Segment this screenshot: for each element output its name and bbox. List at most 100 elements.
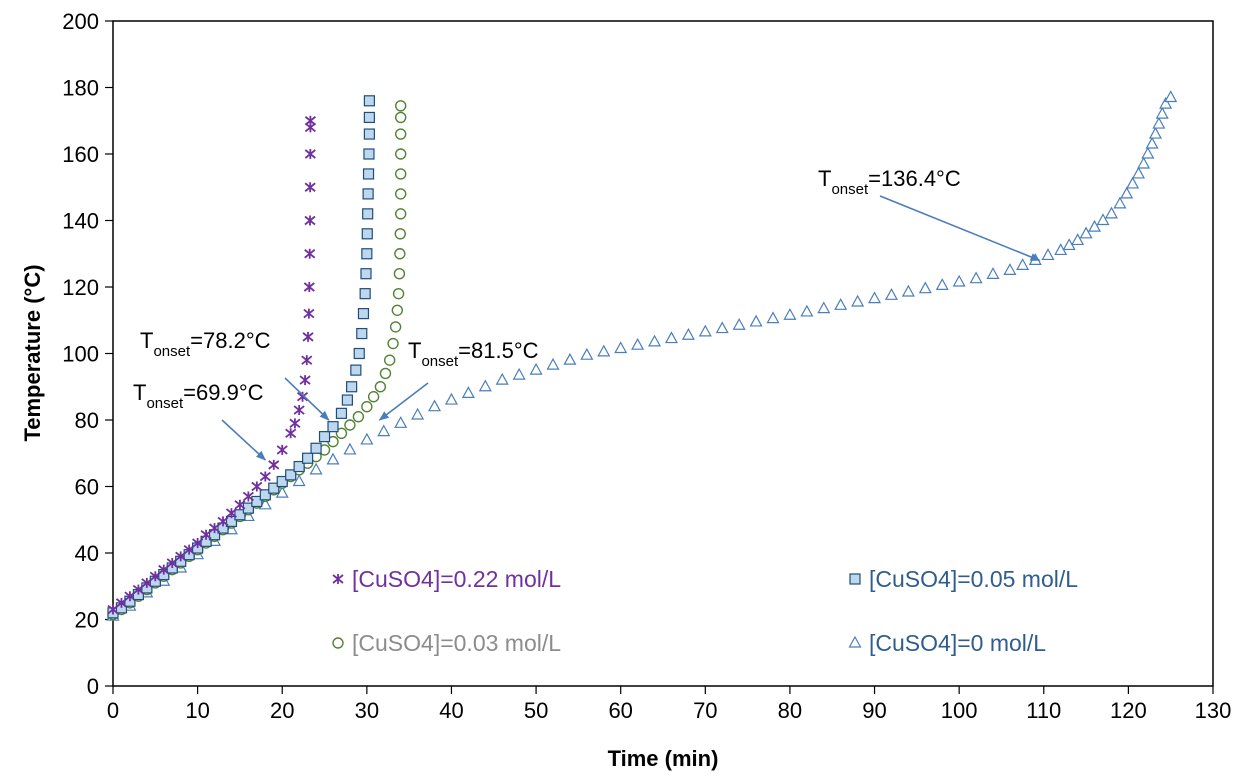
data-point-square bbox=[362, 208, 374, 220]
data-point-triangle bbox=[1113, 196, 1127, 209]
data-point-triangle bbox=[1164, 90, 1178, 103]
data-point-triangle bbox=[834, 298, 848, 310]
data-point-triangle bbox=[258, 497, 272, 510]
data-point-triangle bbox=[952, 274, 966, 287]
data-point-triangle bbox=[648, 334, 662, 347]
x-tick-label: 20 bbox=[270, 698, 294, 723]
series-triangle bbox=[106, 90, 1178, 621]
data-point-triangle bbox=[461, 386, 475, 398]
data-point-triangle bbox=[597, 344, 611, 357]
x-tick-label: 50 bbox=[524, 698, 548, 723]
data-point-circle bbox=[394, 148, 407, 160]
x-tick-label: 80 bbox=[778, 698, 802, 723]
data-point-square bbox=[310, 442, 322, 454]
legend-label: [CuSO4]=0.22 mol/L bbox=[352, 566, 561, 592]
data-point-square bbox=[335, 407, 348, 419]
series-square bbox=[107, 95, 375, 619]
data-point-circle bbox=[352, 410, 365, 423]
data-point-x bbox=[303, 282, 315, 292]
x-axis-title: Time (min) bbox=[608, 746, 719, 771]
data-point-triangle bbox=[918, 281, 932, 294]
x-tick-label: 120 bbox=[1110, 698, 1147, 723]
data-point-triangle bbox=[664, 331, 678, 344]
data-point-x bbox=[217, 516, 229, 527]
data-point-circle bbox=[379, 367, 392, 380]
data-point-square bbox=[276, 475, 288, 488]
data-point-x bbox=[303, 308, 315, 319]
data-point-triangle bbox=[326, 452, 340, 465]
data-point-x bbox=[302, 331, 314, 342]
onset-label: Tonset=136.4°C bbox=[818, 166, 961, 198]
data-point-x bbox=[192, 538, 204, 549]
onset-annotation: Tonset=81.5°C bbox=[378, 338, 539, 421]
onset-label: Tonset=69.9°C bbox=[133, 380, 264, 412]
data-point-circle bbox=[332, 637, 344, 649]
data-point-x bbox=[166, 557, 178, 568]
data-point-triangle bbox=[444, 392, 458, 405]
y-tick-label: 200 bbox=[62, 9, 99, 34]
data-point-triangle bbox=[1126, 176, 1140, 189]
data-point-triangle bbox=[715, 321, 729, 334]
data-point-circle bbox=[392, 287, 405, 300]
data-point-triangle bbox=[1120, 186, 1134, 199]
data-point-x bbox=[158, 564, 170, 575]
data-point-square bbox=[353, 347, 365, 360]
data-point-square bbox=[357, 308, 370, 320]
data-point-circle bbox=[391, 304, 404, 316]
data-point-circle bbox=[361, 401, 373, 413]
legend-label: [CuSO4]=0 mol/L bbox=[869, 630, 1046, 656]
data-point-circle bbox=[394, 111, 407, 124]
y-tick-label: 80 bbox=[75, 408, 99, 433]
data-point-circle bbox=[389, 321, 402, 333]
data-point-triangle bbox=[800, 304, 814, 317]
data-point-triangle bbox=[1041, 248, 1055, 261]
onset-annotation: Tonset=78.2°C bbox=[140, 328, 330, 421]
data-point-square bbox=[268, 482, 280, 494]
data-point-square bbox=[350, 364, 362, 376]
y-tick-label: 0 bbox=[87, 674, 99, 699]
onset-arrow bbox=[879, 195, 1041, 262]
annotation-layer: Tonset=78.2°C Tonset=69.9°C Tonset=81.5°C T… bbox=[133, 166, 1041, 461]
onset-annotation: Tonset=136.4°C bbox=[818, 166, 1041, 262]
onset-annotation: Tonset=69.9°C bbox=[133, 380, 267, 461]
data-point-square bbox=[362, 188, 374, 200]
data-point-square bbox=[327, 421, 339, 433]
data-point-square bbox=[362, 168, 375, 180]
data-point-square bbox=[285, 469, 297, 481]
x-tick-label: 40 bbox=[439, 698, 463, 723]
data-point-triangle bbox=[783, 308, 797, 320]
data-point-triangle bbox=[1079, 226, 1093, 239]
data-point-square bbox=[356, 327, 368, 340]
data-point-square bbox=[341, 394, 353, 406]
data-point-triangle bbox=[884, 288, 898, 300]
x-tick-label: 110 bbox=[1026, 698, 1061, 723]
data-point-triangle bbox=[394, 416, 408, 428]
data-point-circle bbox=[394, 100, 407, 112]
data-point-triangle bbox=[935, 278, 949, 290]
data-point-circle bbox=[394, 128, 407, 140]
data-point-triangle bbox=[512, 367, 526, 380]
data-point-x bbox=[124, 591, 136, 602]
data-point-x bbox=[200, 529, 212, 540]
data-point-x bbox=[299, 375, 311, 386]
data-point-triangle bbox=[1155, 106, 1169, 119]
y-tick-label: 20 bbox=[75, 608, 99, 633]
data-point-x bbox=[304, 115, 316, 126]
data-point-triangle bbox=[1104, 206, 1118, 219]
data-point-x bbox=[225, 508, 238, 519]
x-tick-label: 0 bbox=[107, 698, 119, 723]
data-point-triangle bbox=[1016, 258, 1030, 270]
data-point-triangle bbox=[309, 462, 323, 475]
y-axis-title: Temperature (°C) bbox=[20, 264, 45, 441]
data-point-triangle bbox=[749, 314, 763, 327]
data-point-triangle bbox=[275, 485, 289, 498]
data-point-x bbox=[107, 604, 119, 615]
data-point-circle bbox=[394, 208, 407, 220]
data-point-triangle bbox=[478, 379, 492, 392]
data-point-x bbox=[115, 597, 128, 608]
x-tick-label: 70 bbox=[693, 698, 717, 723]
data-point-square bbox=[363, 148, 375, 160]
data-point-circle bbox=[383, 354, 396, 366]
x-tick-label: 100 bbox=[941, 698, 978, 723]
